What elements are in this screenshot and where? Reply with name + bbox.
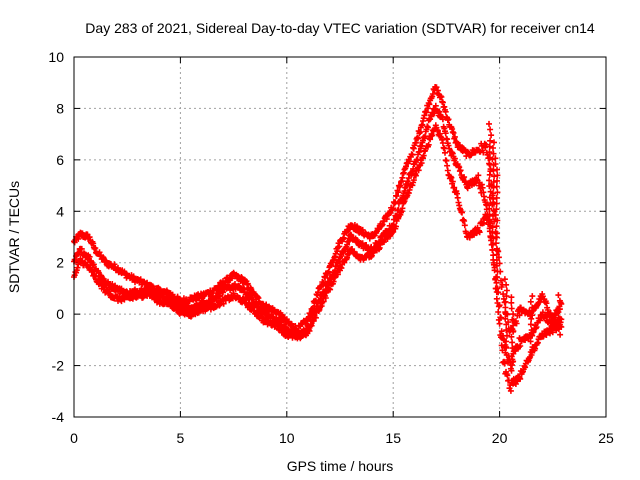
- y-tick-label: 8: [56, 100, 64, 116]
- y-axis-label: SDTVAR / TECUs: [6, 181, 22, 293]
- plot-frame: [73, 56, 607, 418]
- y-tick-label: 2: [56, 255, 64, 271]
- series-spikes: [486, 120, 564, 374]
- y-tick-label: 4: [56, 203, 64, 219]
- x-tick-label: 25: [598, 430, 614, 446]
- y-tick-label: -4: [52, 409, 65, 425]
- chart-title: Day 283 of 2021, Sidereal Day-to-day VTE…: [85, 20, 595, 36]
- data-markers: [486, 120, 564, 374]
- y-tick-label: 10: [48, 49, 64, 65]
- x-tick-label: 5: [177, 430, 185, 446]
- y-tick-label: 0: [56, 306, 64, 322]
- x-tick-label: 10: [279, 430, 295, 446]
- x-tick-label: 0: [70, 430, 78, 446]
- x-tick-label: 20: [492, 430, 508, 446]
- y-tick-label: -2: [52, 358, 65, 374]
- y-tick-label: 6: [56, 152, 64, 168]
- x-axis-label: GPS time / hours: [287, 458, 394, 474]
- data-points: [71, 84, 565, 394]
- x-tick-label: 15: [385, 430, 401, 446]
